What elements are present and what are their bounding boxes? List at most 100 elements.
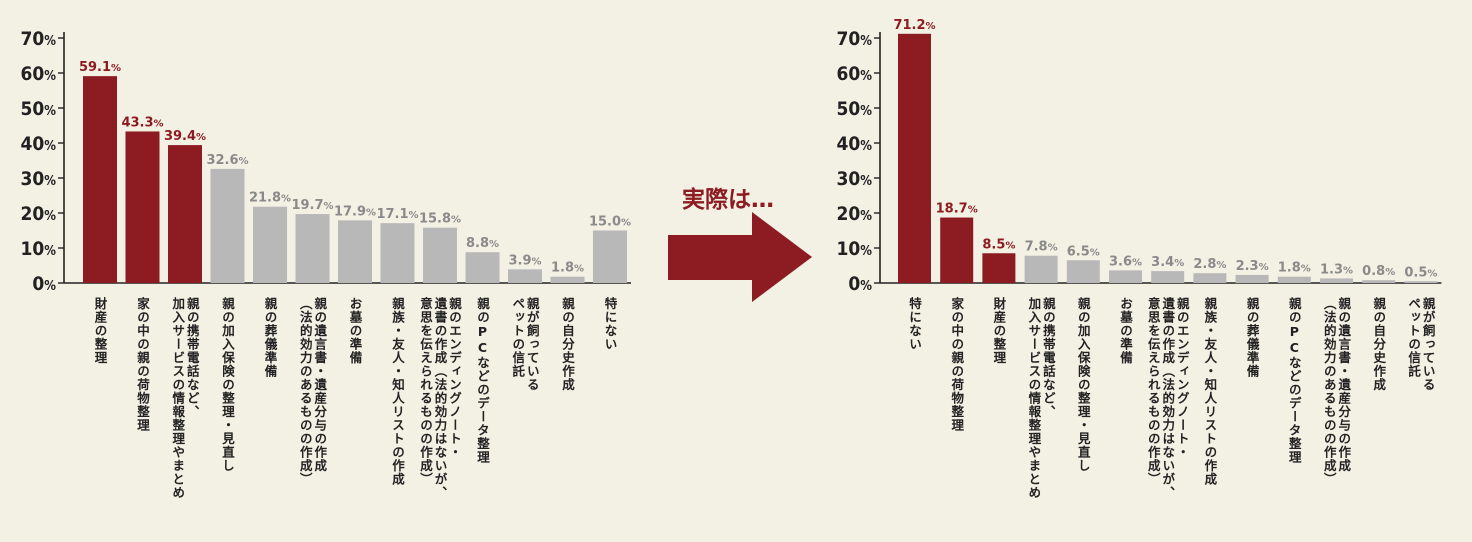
bar	[508, 269, 542, 283]
data-label-unit: %	[621, 218, 631, 229]
bar	[380, 223, 415, 283]
bar	[83, 76, 117, 284]
category-label: 遺書の作成（法的効力はないが、	[433, 296, 448, 500]
y-tick-label: 70%	[836, 28, 872, 50]
data-label-unit: %	[1090, 247, 1100, 258]
category-label: 親の葬儀準備	[263, 296, 278, 378]
y-tick-label: 20%	[20, 203, 56, 225]
bar	[1151, 271, 1185, 283]
data-label-unit: %	[324, 201, 334, 212]
category-label: 親の加入保険の整理・見直し	[220, 296, 235, 473]
category-label: （法的効力のあるものの作成）	[298, 297, 313, 486]
data-label: 7.8%	[1025, 240, 1058, 255]
y-tick-label: 60%	[20, 63, 56, 85]
data-label-unit: %	[111, 63, 121, 74]
y-tick-label: 50%	[836, 98, 872, 120]
y-tick-unit: %	[860, 34, 872, 49]
bar	[1362, 280, 1396, 283]
data-label: 19.7%	[291, 198, 333, 213]
y-tick-unit: %	[860, 174, 872, 189]
category-label: 財産の整理	[93, 296, 108, 365]
bar	[1277, 276, 1311, 283]
category-label: 親のPCなどのデータ整理	[475, 296, 490, 464]
category-label: （法的効力のあるものの作成）	[1322, 297, 1337, 486]
category-label: 遺書の作成（法的効力はないが、	[1160, 296, 1175, 500]
data-label-unit: %	[451, 215, 461, 226]
data-label: 71.2%	[893, 18, 935, 33]
y-tick-label: 60%	[836, 63, 872, 85]
bar	[1193, 273, 1227, 283]
bar	[1024, 255, 1058, 283]
bar	[465, 252, 500, 283]
y-tick-unit: %	[860, 139, 872, 154]
data-label-unit: %	[154, 118, 164, 129]
y-tick-label: 40%	[836, 133, 872, 155]
data-label: 3.4%	[1151, 255, 1184, 270]
category-label: 家の中の親の荷物整理	[949, 296, 964, 432]
data-label: 59.1%	[79, 60, 121, 75]
bar	[550, 276, 585, 283]
category-label: お墓の準備	[1118, 297, 1133, 365]
category-label: お墓の準備	[348, 297, 363, 365]
bar	[210, 168, 245, 283]
data-label-unit: %	[1301, 264, 1311, 275]
category-label: ペットの信託	[510, 297, 525, 378]
bar	[1404, 281, 1438, 283]
category-label: 親の携帯電話など、	[1041, 296, 1056, 419]
data-label: 32.6%	[206, 153, 248, 168]
category-label: 親の自分史作成	[1371, 296, 1386, 392]
data-label-unit: %	[1216, 260, 1226, 271]
category-label: 意思を伝えられるものの作成）	[1146, 296, 1161, 486]
category-label: 家の中の親の荷物整理	[135, 296, 150, 432]
data-label: 3.9%	[508, 253, 541, 268]
category-label: 加入サービスの情報整理やまとめ	[170, 296, 185, 500]
category-label: 親の自分史作成	[560, 296, 575, 392]
category-label: 親の携帯電話など、	[185, 296, 200, 419]
data-label: 0.5%	[1404, 265, 1437, 280]
y-tick-label: 50%	[20, 98, 56, 120]
data-label-unit: %	[1259, 262, 1269, 273]
y-tick-label: 70%	[20, 28, 56, 50]
bar	[125, 131, 160, 283]
data-label: 39.4%	[164, 129, 206, 144]
data-label: 1.8%	[1278, 261, 1311, 276]
data-label: 6.5%	[1067, 244, 1100, 259]
data-label: 8.8%	[466, 236, 499, 251]
data-label: 0.8%	[1362, 264, 1395, 279]
bar	[253, 206, 287, 283]
y-tick-unit: %	[860, 244, 872, 259]
data-label: 8.5%	[982, 237, 1015, 252]
y-tick-label: 30%	[20, 168, 56, 190]
y-tick-unit: %	[44, 244, 56, 259]
bar	[1109, 270, 1142, 283]
data-label-unit: %	[532, 256, 542, 267]
category-label: 特にない	[907, 296, 922, 351]
data-label: 18.7%	[936, 202, 978, 217]
bar	[168, 145, 202, 283]
data-label: 43.3%	[121, 115, 163, 130]
y-tick-label: 0%	[32, 273, 56, 295]
category-label: 意思を伝えられるものの作成）	[418, 296, 433, 486]
data-label-unit: %	[1343, 265, 1353, 276]
y-tick-label: 0%	[848, 273, 872, 295]
data-label-unit: %	[239, 156, 249, 167]
y-tick-unit: %	[44, 209, 56, 224]
y-tick-unit: %	[860, 209, 872, 224]
category-label: 親の遺言書・遺産分与の作成	[1336, 296, 1351, 473]
bar	[593, 230, 627, 283]
data-label: 2.3%	[1236, 259, 1269, 274]
data-label-unit: %	[1385, 267, 1395, 278]
y-tick-unit: %	[44, 104, 56, 119]
data-label-unit: %	[574, 264, 584, 275]
bar	[338, 220, 372, 283]
data-label: 15.8%	[419, 212, 461, 227]
y-tick-unit: %	[860, 279, 872, 294]
arrow-icon	[668, 212, 812, 302]
data-label: 3.6%	[1109, 254, 1142, 269]
y-tick-unit: %	[44, 69, 56, 84]
data-label-unit: %	[1132, 257, 1142, 268]
bar	[898, 33, 931, 283]
data-label-unit: %	[1005, 240, 1015, 251]
chart-expectation: 0% 10% 20% 30% 40% 50% 60% 70% 59.1% 財産の整理 43.3% 家の…	[20, 28, 631, 500]
